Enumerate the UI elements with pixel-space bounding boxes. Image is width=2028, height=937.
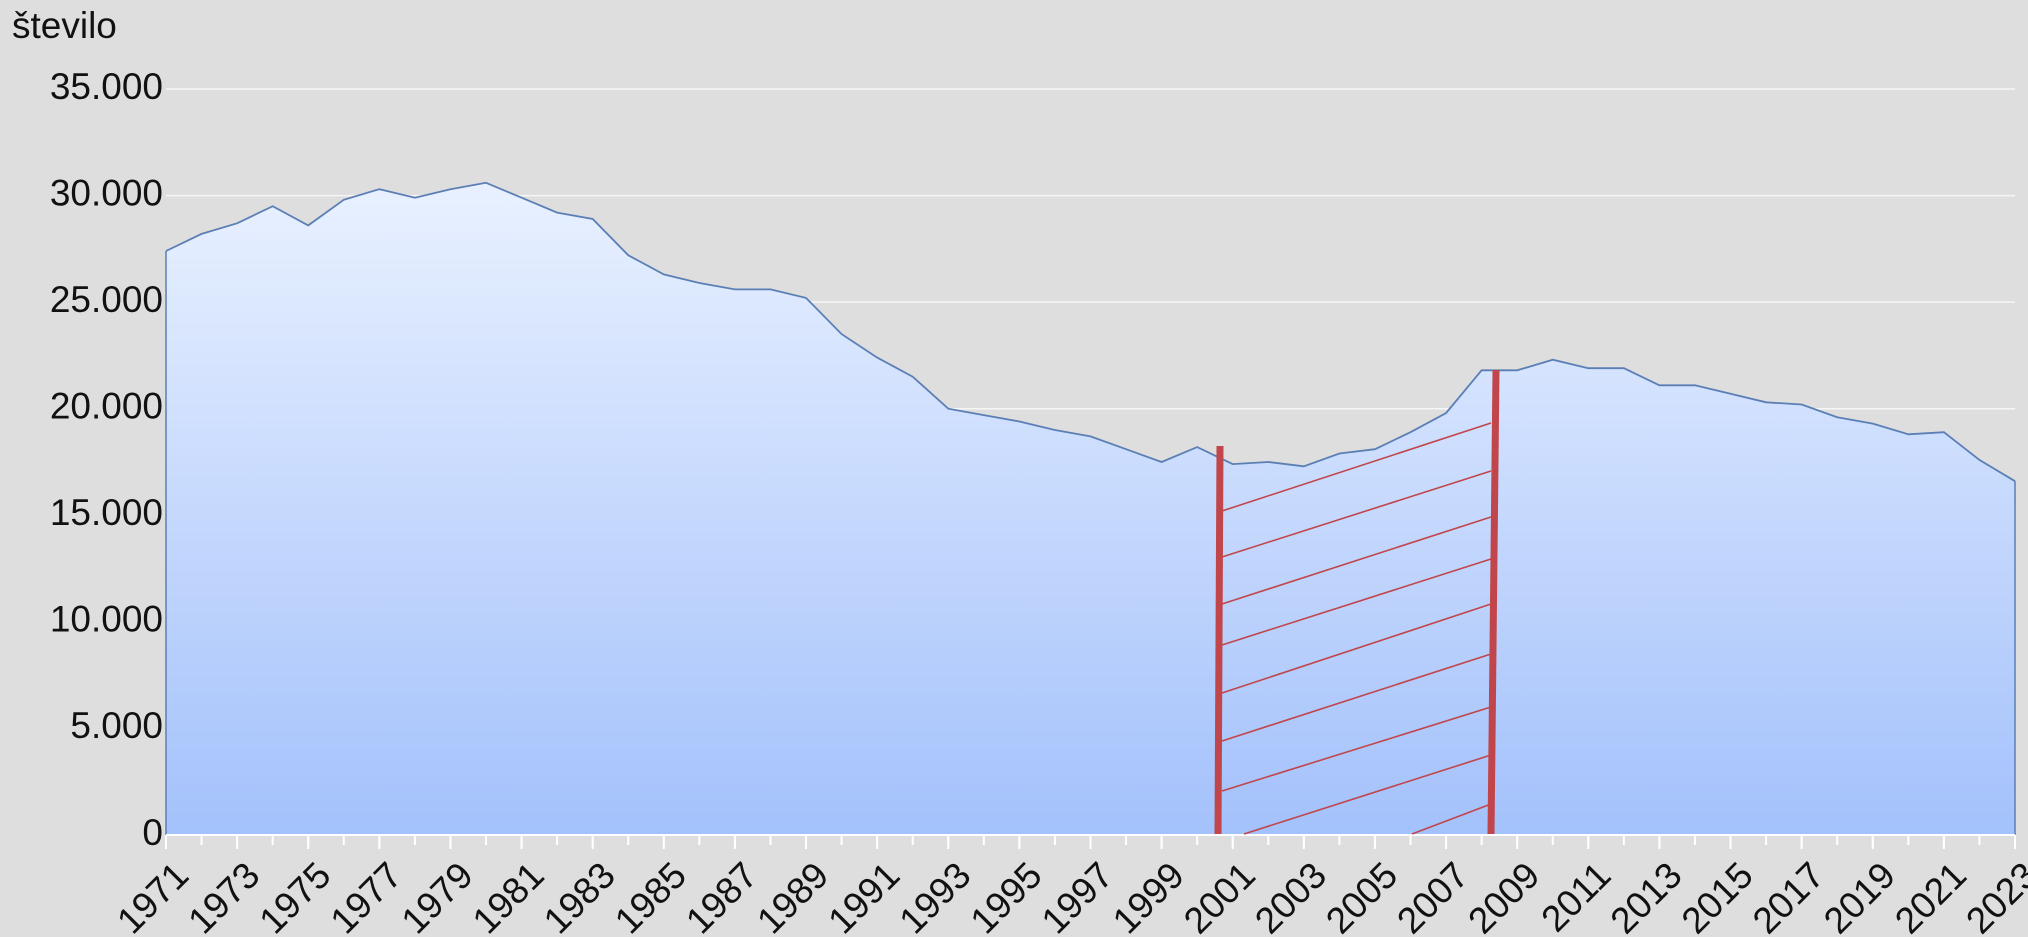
y-axis-label: število xyxy=(12,5,117,46)
y-tick-label: 0 xyxy=(142,812,163,853)
hatch-line xyxy=(1221,603,1492,694)
hatch-line xyxy=(1221,706,1492,792)
hatch-line xyxy=(1221,470,1492,558)
y-tick-label: 20.000 xyxy=(50,385,163,426)
hatch-bar xyxy=(1214,445,1224,835)
hatch-line xyxy=(1243,754,1492,835)
hatch-line xyxy=(1221,422,1492,512)
y-tick-label: 35.000 xyxy=(50,66,163,107)
y-tick-label: 5.000 xyxy=(70,705,163,746)
hatch-line xyxy=(1221,653,1492,742)
y-tick-label: 15.000 xyxy=(50,492,163,533)
hatch-line xyxy=(1221,558,1492,646)
hatch-line xyxy=(1411,803,1492,835)
area xyxy=(166,182,2015,836)
line xyxy=(165,181,2016,482)
y-tick-label: 10.000 xyxy=(50,599,163,640)
y-tick-label: 30.000 xyxy=(50,172,163,213)
hatch-bar xyxy=(1487,369,1500,835)
y-tick-label: 25.000 xyxy=(50,279,163,320)
highlight-region xyxy=(1214,369,1500,835)
hatch-line xyxy=(1221,516,1492,605)
